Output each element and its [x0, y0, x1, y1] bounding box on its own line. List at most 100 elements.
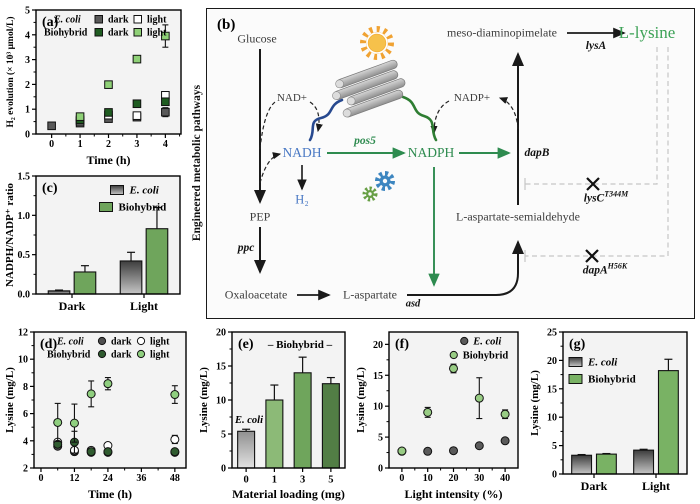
svg-text:20: 20	[216, 328, 226, 339]
svg-text:1: 1	[272, 475, 277, 486]
svg-text:light: light	[147, 15, 167, 26]
svg-text:5: 5	[552, 441, 557, 452]
data-point	[132, 54, 142, 64]
gene-ppc: ppc	[237, 242, 255, 254]
data-point	[170, 434, 180, 444]
node-meso-diaminopimelate: meso-diaminopimelate	[447, 25, 557, 40]
node-l-lysine: L-lysine	[618, 23, 676, 42]
node-nadh: NADH	[282, 145, 322, 160]
svg-text:Time (h): Time (h)	[88, 487, 132, 501]
node-nadp: NADP+	[453, 92, 491, 104]
svg-text:0: 0	[49, 139, 54, 150]
svg-text:2: 2	[25, 80, 30, 91]
svg-text:Biohybrid: Biohybrid	[463, 351, 509, 362]
svg-text:0: 0	[244, 475, 249, 486]
gene-lysc-mutant: lysCT344M	[583, 189, 629, 205]
svg-text:4: 4	[163, 139, 168, 150]
svg-text:20: 20	[373, 340, 383, 351]
data-point	[423, 407, 433, 417]
svg-text:E. coli: E. coli	[587, 357, 618, 369]
svg-text:5: 5	[221, 430, 226, 441]
pathway-arrows-layer	[254, 26, 669, 301]
svg-text:24: 24	[103, 473, 113, 484]
svg-text:0: 0	[552, 470, 557, 481]
bar	[265, 399, 284, 469]
svg-text:15: 15	[216, 362, 226, 373]
legend-swatch	[460, 336, 469, 346]
svg-text:36: 36	[136, 473, 146, 484]
bar	[571, 454, 593, 475]
svg-text:1: 1	[78, 139, 83, 150]
svg-text:4: 4	[25, 30, 30, 41]
svg-text:(a): (a)	[42, 15, 59, 30]
panel-f-light-intensity-chart: 0 5 10 15 20 0 10 20 30 40 E. coli Biohybrid (f) Ligh…	[353, 326, 525, 502]
data-point	[104, 108, 113, 117]
svg-text:H₂ evolution (× 10³ μmol/L): H₂ evolution (× 10³ μmol/L)	[5, 17, 16, 128]
svg-text:30: 30	[474, 473, 484, 484]
blue-squiggle-icon	[308, 98, 344, 142]
svg-text:Time (h): Time (h)	[86, 153, 130, 167]
node-nadph: NADPH	[407, 145, 455, 160]
svg-text:Light intensity (%): Light intensity (%)	[404, 487, 502, 501]
chart-f-svg: 0 5 10 15 20 0 10 20 30 40 E. coli Biohybrid (f) Ligh…	[355, 331, 519, 501]
panel-e-material-loading-chart: 0 5 10 15 20 0 1 3 5 E. coli – Biohybrid – (e) Mater…	[196, 326, 352, 502]
bar	[321, 383, 340, 469]
nanorods-icon	[332, 59, 406, 118]
data-point	[75, 112, 85, 121]
legend-swatch	[99, 202, 113, 212]
legend-swatch	[97, 349, 107, 359]
feedback-inhibition-lines	[524, 47, 669, 262]
svg-text:10: 10	[373, 402, 383, 413]
node-pep: PEP	[249, 209, 271, 224]
svg-text:light: light	[150, 350, 170, 361]
svg-text:1.5: 1.5	[18, 172, 31, 183]
svg-text:Dark: Dark	[59, 299, 86, 313]
svg-text:0: 0	[25, 130, 30, 141]
svg-text:(f): (f)	[395, 337, 409, 352]
svg-text:Biohybrid: Biohybrid	[47, 350, 91, 361]
data-point	[103, 379, 113, 389]
data-point	[86, 447, 96, 457]
legend-swatch	[568, 374, 583, 384]
node-glucose: Glucose	[237, 31, 277, 46]
data-point	[161, 97, 170, 107]
svg-text:Light: Light	[642, 479, 670, 493]
svg-text:3: 3	[134, 139, 139, 150]
svg-text:0: 0	[399, 473, 404, 484]
bar	[633, 449, 655, 475]
legend-swatch	[133, 28, 142, 37]
node-l-aspartate: L-aspartate	[343, 287, 397, 302]
data-point	[132, 99, 142, 109]
chart-e-svg: 0 5 10 15 20 0 1 3 5 E. coli – Biohybrid – (e) Mater…	[198, 328, 346, 501]
gears-icon	[362, 171, 395, 202]
legend-swatch	[110, 185, 124, 195]
node-h2: H₂	[295, 192, 309, 207]
svg-text:12: 12	[18, 328, 28, 339]
bar	[119, 260, 143, 295]
chart-c-svg: 0.0 0.5 1.0 1.5 Dark Light E. coli Biohybrid (c)…	[4, 172, 181, 313]
svg-text:Lysine (mg/L): Lysine (mg/L)	[4, 367, 16, 433]
panel-d-lysine-time-chart: 2 4 6 8 10 12 0 12 24 36 48 E. coli dark light Biohybr…	[2, 326, 194, 502]
gene-dapb: dapB	[524, 147, 550, 159]
svg-text:Material loading (mg): Material loading (mg)	[232, 487, 345, 501]
bar	[293, 372, 312, 469]
panel-b-pathway-diagram: (b) Glucose NAD+ NADH pos5 NADPH NADP+ H…	[206, 8, 695, 319]
svg-text:light: light	[150, 337, 170, 348]
svg-text:15: 15	[547, 384, 557, 395]
panel-g-dark-light-chart: 0 5 10 15 20 25 Dark Light E. coli Biohybrid (g) Ly…	[527, 326, 697, 502]
legend-swatch	[568, 357, 583, 367]
svg-text:15: 15	[373, 371, 383, 382]
bar	[595, 453, 617, 475]
data-point	[132, 111, 142, 120]
svg-text:Light: Light	[130, 299, 158, 313]
svg-text:25: 25	[547, 328, 557, 339]
svg-text:0: 0	[38, 473, 43, 484]
data-point	[161, 107, 170, 117]
svg-text:(c): (c)	[42, 181, 58, 196]
pathway-main-arrows	[254, 27, 626, 301]
green-squiggle-icon	[401, 95, 438, 142]
svg-text:(d): (d)	[40, 337, 57, 352]
gene-asd: asd	[405, 298, 421, 310]
svg-text:3: 3	[25, 55, 30, 66]
svg-text:1: 1	[25, 105, 30, 116]
